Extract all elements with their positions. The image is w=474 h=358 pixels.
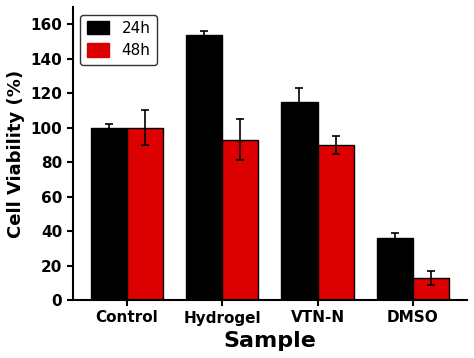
Bar [222,140,258,300]
Bar [127,128,163,300]
Legend: 24h, 48h: 24h, 48h [81,15,157,64]
Bar [377,238,413,300]
Bar [318,145,354,300]
X-axis label: Sample: Sample [223,331,316,351]
Bar [91,128,127,300]
Bar [282,102,318,300]
Bar [413,278,449,300]
Bar [186,34,222,300]
Y-axis label: Cell Viability (%): Cell Viability (%) [7,69,25,238]
